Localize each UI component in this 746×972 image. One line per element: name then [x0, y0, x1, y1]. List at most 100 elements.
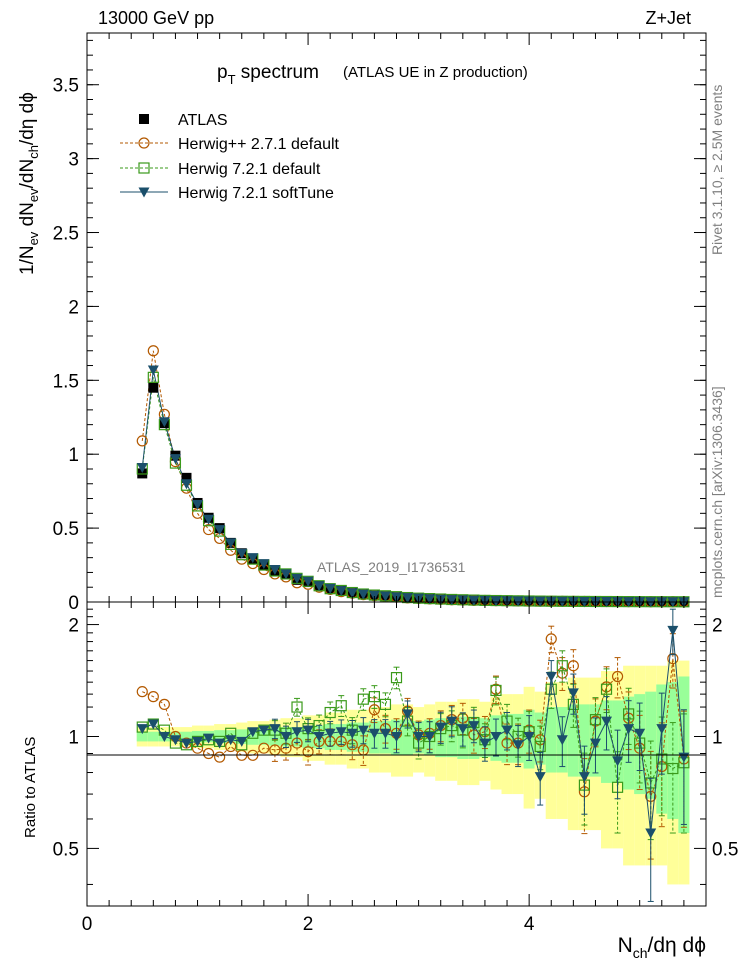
ratio-point-square-open	[600, 683, 613, 695]
ratio-point-triangle-down-filled	[645, 828, 657, 839]
main-ytick-label: 2.5	[53, 224, 79, 245]
main-point-triangle-down-filled	[147, 365, 159, 376]
main-point-triangle-down-filled	[136, 463, 148, 474]
ratio-point-triangle-down-filled	[490, 731, 502, 742]
main-ytick-label: 2	[68, 297, 79, 318]
main-point-triangle-down-filled	[313, 581, 325, 592]
ratio-point-square-open	[556, 660, 568, 672]
band-stat	[402, 719, 414, 756]
ratio-point-triangle-down-filled	[656, 724, 668, 735]
ratio-point-triangle-down-filled	[545, 671, 557, 682]
ratio-point-triangle-down-filled	[479, 738, 491, 749]
ratio-point-triangle-down-filled	[247, 727, 259, 738]
ratio-point-triangle-down-filled	[457, 724, 469, 735]
main-point-triangle-down-filled	[203, 514, 215, 525]
ratio-point-triangle-down-filled	[313, 731, 325, 742]
main-point-triangle-down-filled	[446, 595, 458, 606]
main-point-triangle-down-filled	[258, 559, 270, 570]
header-left: 13000 GeV pp	[98, 8, 214, 28]
main-point-triangle-down-filled	[225, 538, 237, 549]
ratio-point-circle-open	[158, 698, 170, 710]
main-point-triangle-down-filled	[158, 417, 170, 428]
plot-title-main: p	[217, 62, 228, 83]
main-ytick-label: 3.5	[53, 76, 79, 97]
ratio-point-circle-open	[368, 704, 380, 716]
legend-marker-square-open	[138, 162, 150, 174]
ratio-point-triangle-down-filled	[180, 738, 192, 749]
plot-title: pT spectrum	[217, 62, 319, 87]
ratio-point-triangle-down-filled	[169, 735, 181, 746]
main-point-triangle-down-filled	[346, 588, 358, 599]
ratio-point-triangle-down-filled	[346, 728, 358, 739]
main-point-triangle-down-filled	[512, 596, 524, 607]
ratio-point-square-open	[291, 701, 303, 713]
ratio-point-triangle-down-filled	[357, 725, 369, 736]
ratio-axis-ticks: 0.5 0.5 1 1 2 2 0 2 4	[53, 602, 738, 935]
main-point-triangle-down-filled	[402, 593, 414, 604]
ratio-point-square-open	[667, 762, 679, 775]
ratio-point-triangle-down-filled	[534, 772, 546, 783]
ratio-point-triangle-down-filled	[214, 738, 226, 749]
ratio-point-circle-open	[202, 747, 215, 760]
main-point-triangle-down-filled	[468, 595, 480, 606]
main-ylabel-p2: dN	[17, 202, 38, 232]
main-point-circle-open	[136, 435, 148, 447]
legend-label: ATLAS	[178, 112, 228, 129]
xlabel-p1: ch	[633, 945, 648, 961]
ratio-point-square-open	[357, 693, 369, 705]
ratio-point-triangle-down-filled	[335, 727, 347, 738]
ratio-point-triangle-down-filled	[634, 728, 646, 739]
ratio-plot-data	[136, 608, 690, 902]
main-point-triangle-down-filled	[247, 553, 259, 564]
ratio-point-triangle-down-filled	[225, 735, 237, 746]
ratio-ylabel: Ratio to ATLAS	[22, 737, 39, 838]
plot-subtitle: (ATLAS UE in Z production)	[343, 64, 528, 81]
ratio-point-circle-open	[302, 746, 314, 758]
main-point-triangle-down-filled	[324, 583, 336, 594]
ratio-point-triangle-down-filled	[203, 733, 215, 744]
main-point-square-filled	[148, 382, 159, 393]
ratio-point-triangle-down-filled	[136, 724, 148, 735]
ratio-xtick-label: 4	[524, 914, 535, 935]
ratio-xlabel: Nch/dη dϕ	[618, 934, 706, 961]
ratio-point-circle-open	[136, 686, 148, 698]
ratio-point-circle-open	[567, 660, 579, 672]
legend-label: Herwig++ 2.7.1 default	[178, 136, 340, 153]
ratio-point-triangle-down-filled	[589, 738, 601, 749]
band-stat	[645, 691, 657, 799]
main-point-triangle-down-filled	[368, 590, 380, 601]
main-ytick-label: 1	[68, 445, 79, 466]
ratio-point-circle-open	[214, 751, 226, 763]
main-point-triangle-down-filled	[291, 573, 303, 584]
ratio-point-triangle-down-filled	[158, 731, 170, 742]
ratio-ytick-label-right: 0.5	[712, 839, 738, 860]
main-ylabel-p4: /dN	[17, 159, 38, 189]
ratio-point-triangle-down-filled	[435, 722, 447, 733]
main-point-triangle-down-filled	[357, 589, 369, 600]
main-ylabel-p0: 1/N	[17, 245, 38, 275]
ratio-point-triangle-down-filled	[302, 725, 314, 736]
band-stat	[147, 731, 159, 742]
main-point-triangle-down-filled	[379, 591, 391, 602]
ratio-point-triangle-down-filled	[291, 727, 303, 738]
ratio-point-triangle-down-filled	[578, 772, 590, 783]
ratio-series-line	[142, 664, 685, 788]
main-point-triangle-down-filled	[236, 548, 248, 559]
band-stat	[567, 704, 579, 777]
ratio-point-triangle-down-filled	[402, 709, 414, 720]
main-point-triangle-down-filled	[269, 564, 281, 575]
ratio-point-triangle-down-filled	[280, 731, 292, 742]
ratio-point-triangle-down-filled	[601, 716, 613, 727]
main-ytick-label: 3	[68, 150, 79, 171]
main-point-square-filled	[181, 472, 192, 483]
ratio-point-square-open	[368, 691, 380, 703]
ratio-point-circle-open	[147, 691, 159, 703]
ratio-point-circle-open	[258, 742, 270, 754]
ratio-point-triangle-down-filled	[567, 688, 579, 699]
legend-label: Herwig 7.2.1 softTune	[178, 185, 334, 202]
ratio-point-square-open	[335, 700, 347, 712]
ratio-point-triangle-down-filled	[368, 728, 380, 739]
band-stat	[258, 728, 270, 745]
main-point-triangle-down-filled	[490, 596, 502, 607]
ratio-point-triangle-down-filled	[236, 736, 248, 747]
